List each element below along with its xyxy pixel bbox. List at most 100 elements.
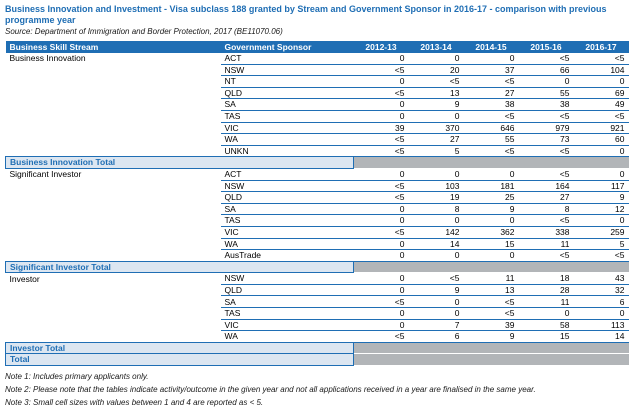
- value-cell: 0: [353, 249, 409, 262]
- blank-cell: [463, 342, 519, 355]
- stream-cell: [6, 250, 221, 262]
- value-cell: 0: [463, 249, 519, 262]
- table-body: Business Innovation ACT 0 0 0 <5 <5 NSW <5 20 37 66…: [5, 53, 629, 367]
- stream-cell: [6, 122, 221, 134]
- value-cell: 38: [463, 98, 519, 111]
- section-total-row-label: Business Innovation Total: [5, 156, 354, 169]
- value-cell: <5: [353, 145, 409, 158]
- value-cell: 37: [463, 64, 519, 77]
- sponsor-cell: SA: [220, 98, 354, 111]
- value-cell: 20: [408, 64, 464, 77]
- value-cell: 979: [518, 122, 574, 135]
- stream-cell: [6, 110, 221, 122]
- blank-cell: [353, 156, 409, 169]
- note-line-1: Note 1: Includes primary applicants only…: [5, 372, 149, 382]
- table-row: TAS 0 0 <5 <5 <5: [6, 110, 629, 123]
- value-cell: 13: [408, 87, 464, 100]
- table-row: AusTrade 0 0 0 <5 <5: [6, 249, 629, 262]
- value-cell: 0: [573, 145, 629, 158]
- stream-cell: [6, 203, 221, 215]
- sponsor-cell: QLD: [220, 191, 354, 204]
- value-cell: 19: [408, 191, 464, 204]
- value-cell: 0: [353, 168, 409, 181]
- value-cell: <5: [463, 295, 519, 309]
- blank-cell: [408, 156, 464, 169]
- value-cell: 0: [573, 75, 629, 88]
- value-cell: <5: [518, 249, 574, 262]
- table-header: Business Skill Stream Government Sponsor…: [5, 41, 629, 53]
- value-cell: <5: [353, 180, 409, 193]
- value-cell: 11: [518, 238, 574, 251]
- sponsor-cell: NSW: [220, 180, 354, 193]
- value-cell: 13: [463, 284, 519, 297]
- value-cell: 0: [353, 75, 409, 88]
- value-cell: 370: [408, 122, 464, 135]
- blank-cell: [573, 353, 629, 367]
- value-cell: 66: [518, 64, 574, 77]
- sponsor-cell: VIC: [220, 122, 354, 135]
- stream-cell: [6, 308, 221, 320]
- stream-cell: [6, 134, 221, 146]
- stream-cell: [6, 215, 221, 227]
- value-cell: <5: [573, 110, 629, 123]
- table-row: SA 0 9 38 38 49: [6, 98, 629, 111]
- value-cell: <5: [518, 110, 574, 123]
- sponsor-cell: QLD: [220, 87, 354, 100]
- value-cell: 8: [518, 203, 574, 216]
- value-cell: 259: [573, 226, 629, 239]
- value-cell: 9: [463, 330, 519, 343]
- blank-cell: [518, 156, 574, 169]
- blank-cell: [573, 261, 629, 274]
- blank-cell: [518, 353, 574, 367]
- value-cell: 49: [573, 98, 629, 111]
- column-header-2014-15: 2014-15: [463, 41, 519, 53]
- value-cell: 0: [353, 284, 409, 297]
- sponsor-cell: SA: [220, 203, 354, 216]
- table-row: WA <5 6 9 15 14: [6, 330, 629, 343]
- grand-total-row: Total: [5, 353, 629, 367]
- stream-cell: [6, 319, 221, 331]
- table-row: UNKN <5 5 <5 <5 0: [6, 145, 629, 158]
- table-row: NSW <5 20 37 66 104: [6, 64, 629, 77]
- value-cell: 0: [518, 307, 574, 320]
- section-total-row: Significant Investor Total: [5, 260, 629, 274]
- stream-cell: [6, 331, 221, 343]
- value-cell: 27: [408, 133, 464, 146]
- value-cell: 0: [353, 307, 409, 320]
- grand-total-row-label: Total: [5, 353, 354, 367]
- table-row: WA <5 27 55 73 60: [6, 133, 629, 146]
- table-row: QLD <5 13 27 55 69: [6, 87, 629, 100]
- value-cell: <5: [463, 110, 519, 123]
- value-cell: 14: [573, 330, 629, 343]
- stream-cell: [6, 64, 221, 76]
- value-cell: 0: [408, 110, 464, 123]
- value-cell: 0: [463, 53, 519, 65]
- value-cell: 32: [573, 284, 629, 297]
- sponsor-cell: QLD: [220, 284, 354, 297]
- value-cell: <5: [463, 145, 519, 158]
- value-cell: 18: [518, 272, 574, 285]
- value-cell: 0: [573, 214, 629, 227]
- blank-cell: [408, 342, 464, 355]
- blank-cell: [353, 342, 409, 355]
- value-cell: 39: [353, 122, 409, 135]
- value-cell: 0: [408, 214, 464, 227]
- header-row: Business Skill Stream Government Sponsor…: [5, 41, 629, 53]
- stream-cell: [6, 238, 221, 250]
- blank-cell: [353, 261, 409, 274]
- table-row: VIC 39 370 646 979 921: [6, 122, 629, 135]
- value-cell: 0: [353, 53, 409, 65]
- sponsor-cell: TAS: [220, 307, 354, 320]
- value-cell: <5: [573, 249, 629, 262]
- table-row: Significant Investor ACT 0 0 0 <5 0: [6, 168, 629, 181]
- report-title: Business Innovation and Investment - Vis…: [5, 4, 607, 25]
- value-cell: 142: [408, 226, 464, 239]
- sponsor-cell: ACT: [220, 53, 354, 65]
- value-cell: 12: [573, 203, 629, 216]
- value-cell: 0: [353, 272, 409, 285]
- value-cell: 7: [408, 319, 464, 332]
- stream-cell: Business Innovation: [9, 53, 86, 64]
- table-row: Investor NSW 0 <5 11 18 43: [6, 272, 629, 285]
- value-cell: 338: [518, 226, 574, 239]
- value-cell: <5: [353, 226, 409, 239]
